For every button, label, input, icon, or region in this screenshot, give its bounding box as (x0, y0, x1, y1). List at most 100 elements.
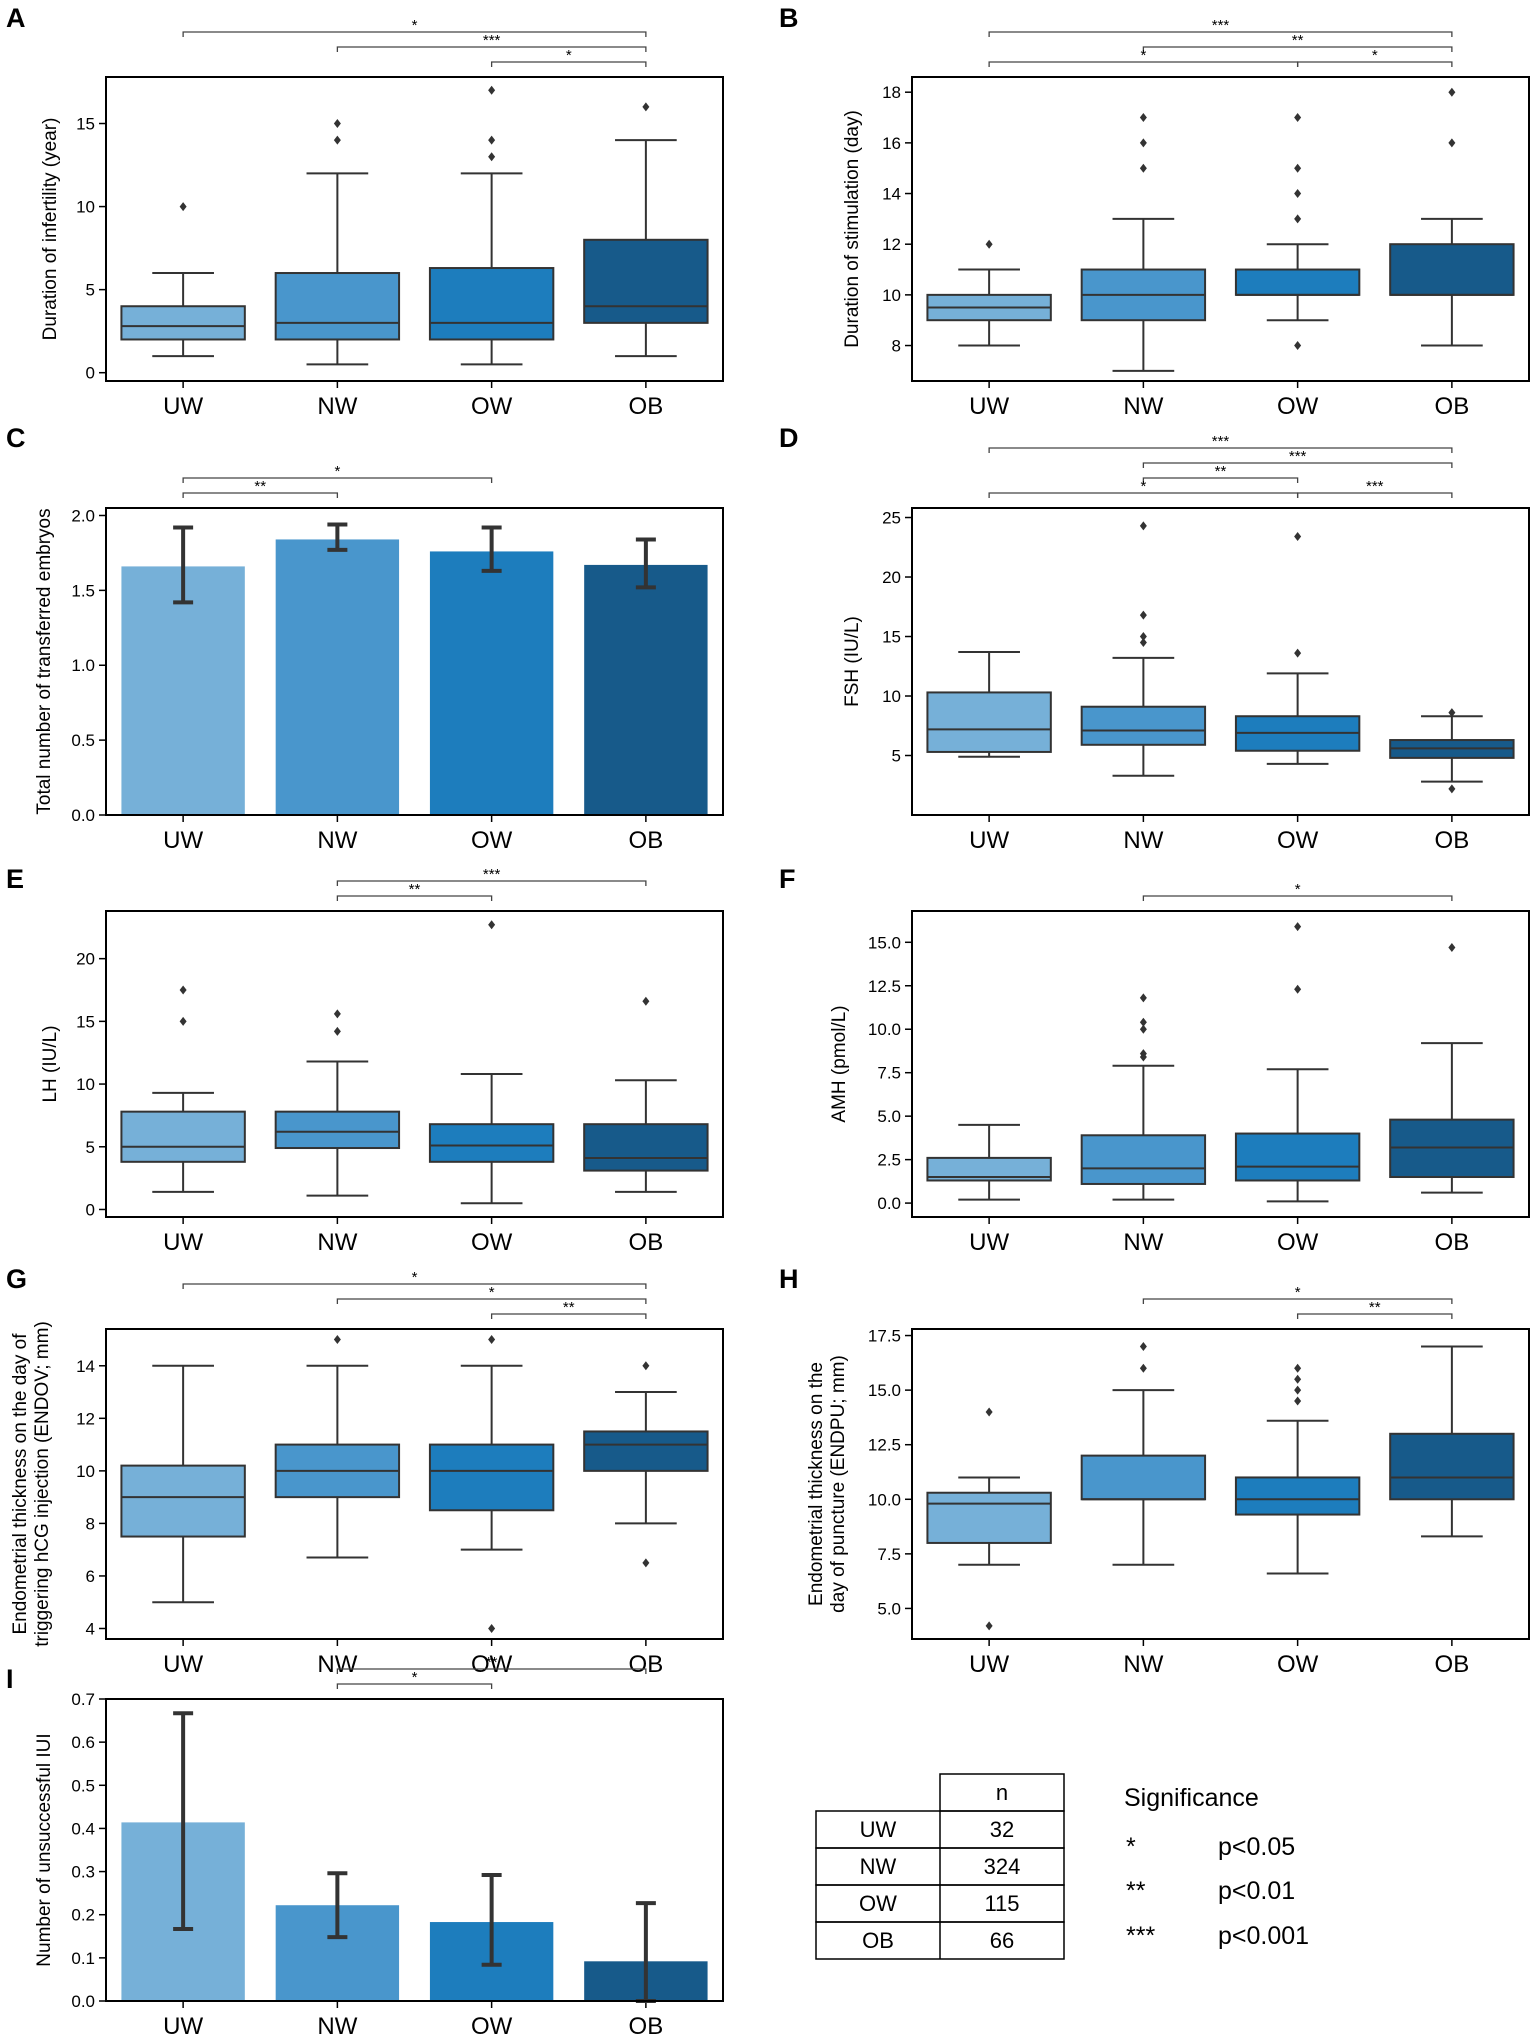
x-category-ob: OB (1435, 393, 1470, 420)
bracket-line (1142, 477, 1299, 483)
significance-bracket: ** (1296, 1299, 1453, 1319)
y-axis-label-line: LH (IU/L) (40, 1025, 61, 1102)
panel-letter: A (6, 3, 26, 33)
bracket-line (336, 1298, 647, 1304)
plot-frame (911, 76, 1530, 382)
x-category-nw: NW (1123, 393, 1163, 420)
outlier-point (488, 152, 496, 162)
y-tick-label: 0.7 (71, 1690, 95, 1709)
box-iqr (926, 691, 1052, 753)
plot-frame (911, 507, 1530, 816)
outlier-point (1294, 1374, 1302, 1384)
y-tick-label: 7.5 (877, 1064, 901, 1083)
x-category-ob: OB (1435, 1229, 1470, 1256)
outlier-point (488, 920, 496, 930)
box-ob (583, 996, 709, 1193)
box-iqr (1234, 268, 1361, 296)
x-category-nw: NW (1123, 1651, 1163, 1678)
significance-label: *** (1366, 478, 1384, 495)
x-category-ow: OW (1277, 1651, 1319, 1678)
y-tick-label: 0.1 (71, 1949, 95, 1968)
significance-bracket: *** (988, 433, 1453, 453)
bracket-line (336, 1668, 647, 1674)
y-axis-label-line: triggering hCG injection (ENDOV; mm) (32, 1321, 53, 1647)
y-tick-label: 8 (892, 337, 901, 356)
significance-label: ** (254, 478, 266, 495)
x-category-ow: OW (1277, 827, 1319, 854)
outlier-point (488, 1623, 496, 1633)
box-uw (120, 985, 246, 1193)
y-axis-label-line: Duration of stimulation (day) (842, 110, 863, 348)
bracket-line (182, 477, 493, 483)
outlier-point (1139, 163, 1147, 173)
significance-bracket: ** (1142, 463, 1299, 483)
box-nw (1080, 113, 1207, 372)
bracket-line (1142, 1298, 1453, 1304)
plot-frame (105, 1698, 724, 2002)
outlier-point (488, 85, 496, 95)
y-tick-label: 6 (86, 1567, 95, 1586)
y-tick-label: 12 (882, 235, 901, 254)
significance-bracket: * (182, 17, 647, 37)
y-tick-label: 16 (882, 134, 901, 153)
significance-bracket: * (490, 47, 647, 67)
significance-label: *** (483, 32, 501, 49)
panel-b: B 8 10 12 14 16 18 Duration of stimulation (day… (779, 3, 1530, 420)
bracket-line (1296, 492, 1453, 498)
outlier-point (1139, 1024, 1147, 1034)
box-iqr (274, 1110, 401, 1150)
panel-i: I 0.0 0.1 0.2 0.3 0.4 0.5 0.6 0.7 Number of unsuc… (6, 1654, 724, 2040)
box-iqr (1389, 1432, 1515, 1501)
y-tick-label: 15.0 (868, 933, 901, 952)
significance-bracket: * (1142, 1284, 1453, 1304)
significance-label: * (566, 47, 572, 64)
outlier-point (1139, 138, 1147, 148)
y-axis-label: Number of unsuccessful IUI (34, 1733, 55, 1966)
outlier-point (1294, 214, 1302, 224)
outlier-point (1139, 632, 1147, 642)
y-tick-label: 10 (882, 687, 901, 706)
box-iqr (926, 1491, 1052, 1544)
y-tick-label: 15 (76, 115, 95, 134)
y-axis-label: Total number of transferred embryos (34, 508, 55, 814)
x-category-ow: OW (1277, 1229, 1319, 1256)
outlier-point (333, 1026, 341, 1036)
outlier-point (1294, 189, 1302, 199)
significance-label: * (412, 1669, 418, 1686)
y-axis-label: Duration of infertility (year) (40, 118, 61, 341)
box-iqr (583, 1123, 709, 1172)
box-nw (1080, 521, 1207, 777)
box-ow (428, 920, 555, 1205)
outlier-point (179, 985, 187, 995)
box-nw (274, 1335, 401, 1559)
significance-bracket: * (988, 47, 1299, 67)
bar-rect (275, 539, 400, 815)
panel-letter: I (6, 1664, 14, 1694)
plot-frame (911, 1328, 1530, 1640)
box-iqr (120, 1464, 246, 1538)
outlier-point (1294, 532, 1302, 542)
bracket-line (1296, 61, 1453, 67)
box-iqr (1080, 1454, 1207, 1501)
y-tick-label: 5.0 (877, 1107, 901, 1126)
plot-frame (105, 76, 724, 382)
bar-nw (275, 522, 400, 815)
y-tick-label: 0.0 (71, 806, 95, 825)
y-tick-label: 17.5 (868, 1327, 901, 1346)
box-ob (583, 102, 709, 358)
y-tick-label: 0.2 (71, 1906, 95, 1925)
box-iqr (274, 272, 401, 341)
y-tick-label: 1.0 (71, 656, 95, 675)
significance-bracket: * (182, 463, 493, 483)
box-iqr (120, 305, 246, 341)
y-tick-label: 15 (882, 628, 901, 647)
box-nw (1080, 993, 1207, 1201)
significance-bracket: *** (1296, 478, 1453, 498)
x-category-ow: OW (1277, 393, 1319, 420)
bracket-line (490, 1313, 647, 1319)
bracket-line (336, 880, 647, 886)
significance-bracket: * (988, 478, 1299, 498)
outlier-point (1448, 708, 1456, 718)
x-category-nw: NW (317, 393, 357, 420)
x-category-ow: OW (471, 393, 513, 420)
